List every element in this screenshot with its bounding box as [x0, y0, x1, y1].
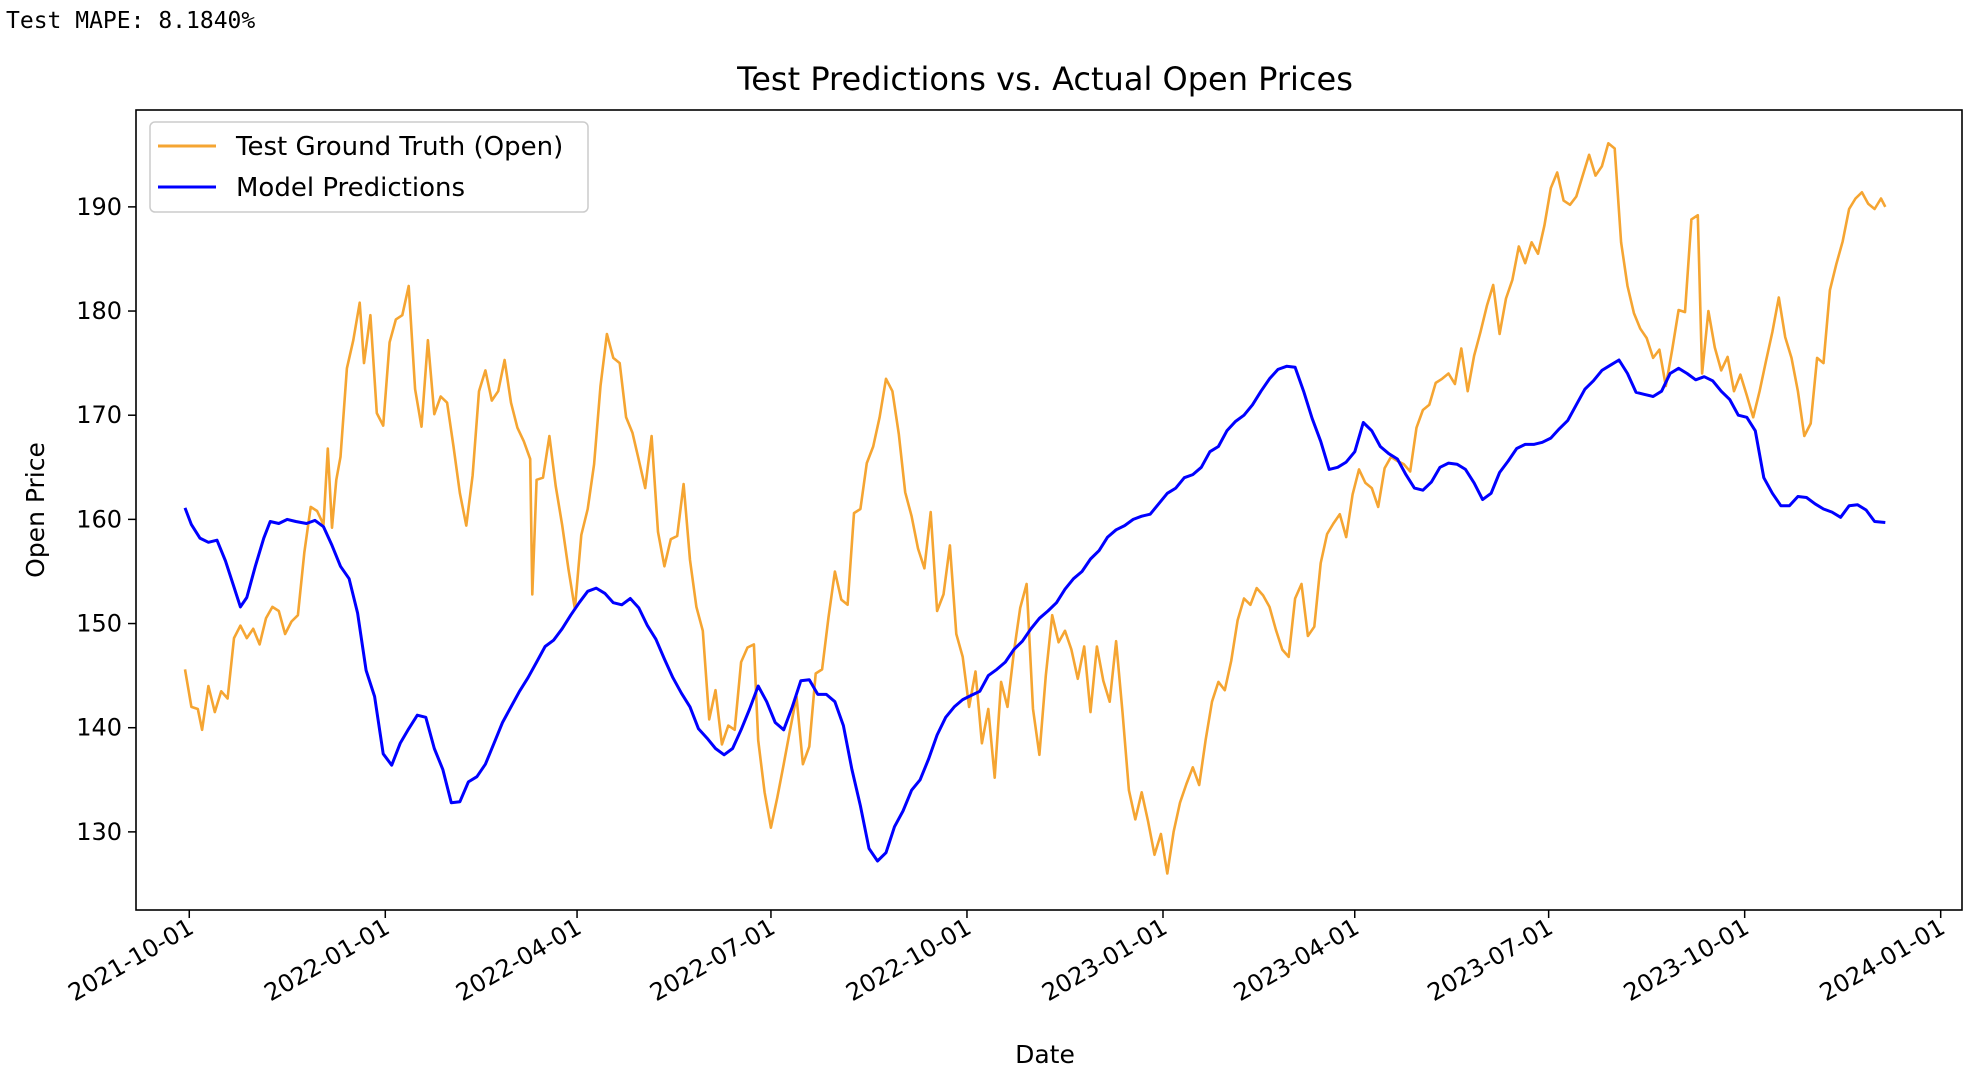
y-tick-label: 170 — [76, 401, 122, 429]
y-tick-label: 150 — [76, 610, 122, 638]
x-tick-label: 2022-04-01 — [451, 913, 586, 1007]
x-tick-label: 2023-01-01 — [1037, 913, 1172, 1007]
chart-title: Test Predictions vs. Actual Open Prices — [736, 60, 1353, 98]
x-tick-label: 2023-10-01 — [1619, 913, 1754, 1007]
y-axis-label: Open Price — [21, 442, 50, 578]
plot-frame — [135, 109, 1963, 911]
y-axis: 130 140 150 160 170 180 190 — [76, 193, 136, 846]
x-tick-label: 2023-04-01 — [1229, 913, 1364, 1007]
console-output: Test MAPE: 8.1840% — [6, 8, 256, 34]
x-tick-label: 2024-01-01 — [1815, 913, 1950, 1007]
y-tick-label: 130 — [76, 818, 122, 846]
series-line-predictions — [183, 358, 1886, 863]
x-axis-label: Date — [1015, 1040, 1075, 1069]
x-tick-label: 2022-01-01 — [260, 913, 395, 1007]
legend-label-predictions: Model Predictions — [236, 173, 465, 203]
x-tick-label: 2022-07-01 — [645, 913, 780, 1007]
series-line-ground-truth — [183, 142, 1887, 875]
y-tick-label: 190 — [76, 193, 122, 221]
x-tick-label: 2021-10-01 — [64, 913, 199, 1007]
x-tick-label: 2022-10-01 — [841, 913, 976, 1007]
legend-label-ground-truth: Test Ground Truth (Open) — [235, 132, 563, 162]
plot-area — [183, 142, 1887, 875]
y-tick-label: 180 — [76, 297, 122, 325]
x-axis: 2021-10-01 2022-01-01 2022-04-01 2022-07-01… — [64, 910, 1950, 1007]
chart-legend: Test Ground Truth (Open) Model Predictio… — [149, 121, 589, 213]
x-tick-label: 2023-07-01 — [1423, 913, 1558, 1007]
y-tick-label: 160 — [76, 505, 122, 533]
y-tick-label: 140 — [76, 714, 122, 742]
